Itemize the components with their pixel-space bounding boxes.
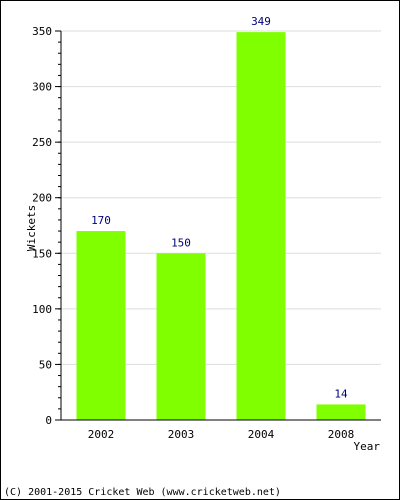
data-label-2002: 170 <box>91 214 111 227</box>
y-tick-label: 50 <box>39 358 52 371</box>
x-tick-label: 2002 <box>88 428 115 441</box>
axes <box>60 31 381 421</box>
bar-2008 <box>316 404 366 420</box>
x-axis-ticks: 2002 2003 2004 2008 <box>88 428 355 441</box>
y-tick-label: 150 <box>32 247 52 260</box>
data-label-2008: 14 <box>334 387 348 400</box>
x-axis-title: Year <box>354 440 381 453</box>
data-label-2003: 150 <box>171 236 191 249</box>
y-axis-title: Wickets <box>25 205 38 251</box>
y-tick-label: 100 <box>32 303 52 316</box>
x-tick-label: 2004 <box>248 428 275 441</box>
y-tick-label: 250 <box>32 136 52 149</box>
bar-2002 <box>76 231 126 420</box>
bars <box>76 32 366 421</box>
bar-2004 <box>236 32 286 421</box>
y-tick-label: 300 <box>32 81 52 94</box>
y-tick-label: 200 <box>32 192 52 205</box>
x-tick-label: 2008 <box>328 428 355 441</box>
y-axis-ticks: 0 50 100 150 200 250 300 350 <box>32 25 61 427</box>
y-tick-label: 350 <box>32 25 52 38</box>
copyright-footer: (C) 2001-2015 Cricket Web (www.cricketwe… <box>4 487 281 498</box>
x-tick-label: 2003 <box>168 428 195 441</box>
bar-2003 <box>156 253 206 420</box>
data-labels: 170 150 349 14 <box>91 15 348 400</box>
y-tick-label: 0 <box>45 414 52 427</box>
data-label-2004: 349 <box>251 15 271 28</box>
